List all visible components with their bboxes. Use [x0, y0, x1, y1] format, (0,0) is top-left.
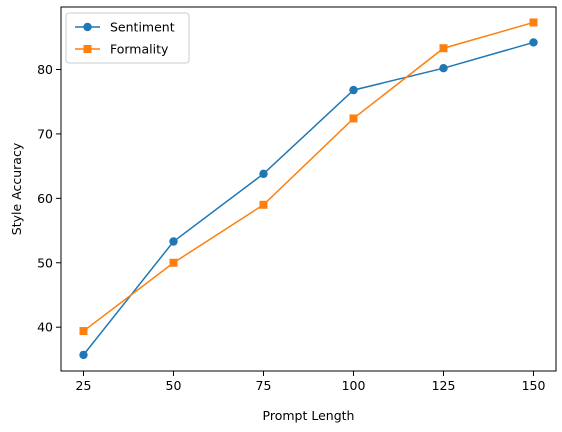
sentiment-point	[349, 85, 358, 95]
x-axis-ticks: 25 50 75 100 125 150	[76, 371, 546, 393]
plot-content	[79, 18, 538, 360]
x-axis-label: Prompt Length	[263, 408, 355, 423]
legend-formality-label: Formality	[110, 42, 169, 57]
formality-point	[79, 327, 88, 336]
formality-point	[439, 44, 448, 53]
y-axis-ticks: 40 50 60 70 80	[37, 62, 61, 335]
x-tick-label: 75	[256, 378, 272, 393]
formality-series-line	[83, 21, 534, 332]
plot-frame	[60, 6, 557, 372]
y-tick-label: 70	[37, 126, 53, 141]
formality-point	[259, 200, 268, 209]
legend-box	[65, 12, 190, 64]
sentiment-point	[169, 237, 178, 246]
y-tick-label: 60	[37, 191, 53, 206]
sentiment-point	[439, 64, 448, 73]
y-tick-label: 80	[37, 62, 53, 77]
x-tick-label: 150	[522, 378, 546, 393]
formality-point	[169, 258, 178, 267]
legend-sentiment-marker	[83, 22, 92, 32]
legend-sentiment-label: Sentiment	[110, 20, 175, 35]
sentiment-point	[79, 350, 88, 360]
sentiment-point	[529, 38, 538, 47]
x-tick-label: 50	[166, 378, 182, 393]
sentiment-series-line	[82, 41, 534, 356]
y-axis-label: Style Accuracy	[9, 142, 24, 235]
x-tick-label: 125	[432, 378, 456, 393]
formality-point	[529, 18, 538, 27]
x-tick-label: 100	[342, 378, 366, 393]
x-tick-label: 25	[76, 378, 92, 393]
sentiment-point	[259, 169, 268, 179]
y-tick-label: 40	[37, 320, 53, 335]
formality-point	[349, 114, 358, 123]
legend-formality-marker	[83, 45, 92, 53]
y-tick-label: 50	[37, 255, 53, 270]
legend: Sentiment Formality	[65, 12, 190, 64]
